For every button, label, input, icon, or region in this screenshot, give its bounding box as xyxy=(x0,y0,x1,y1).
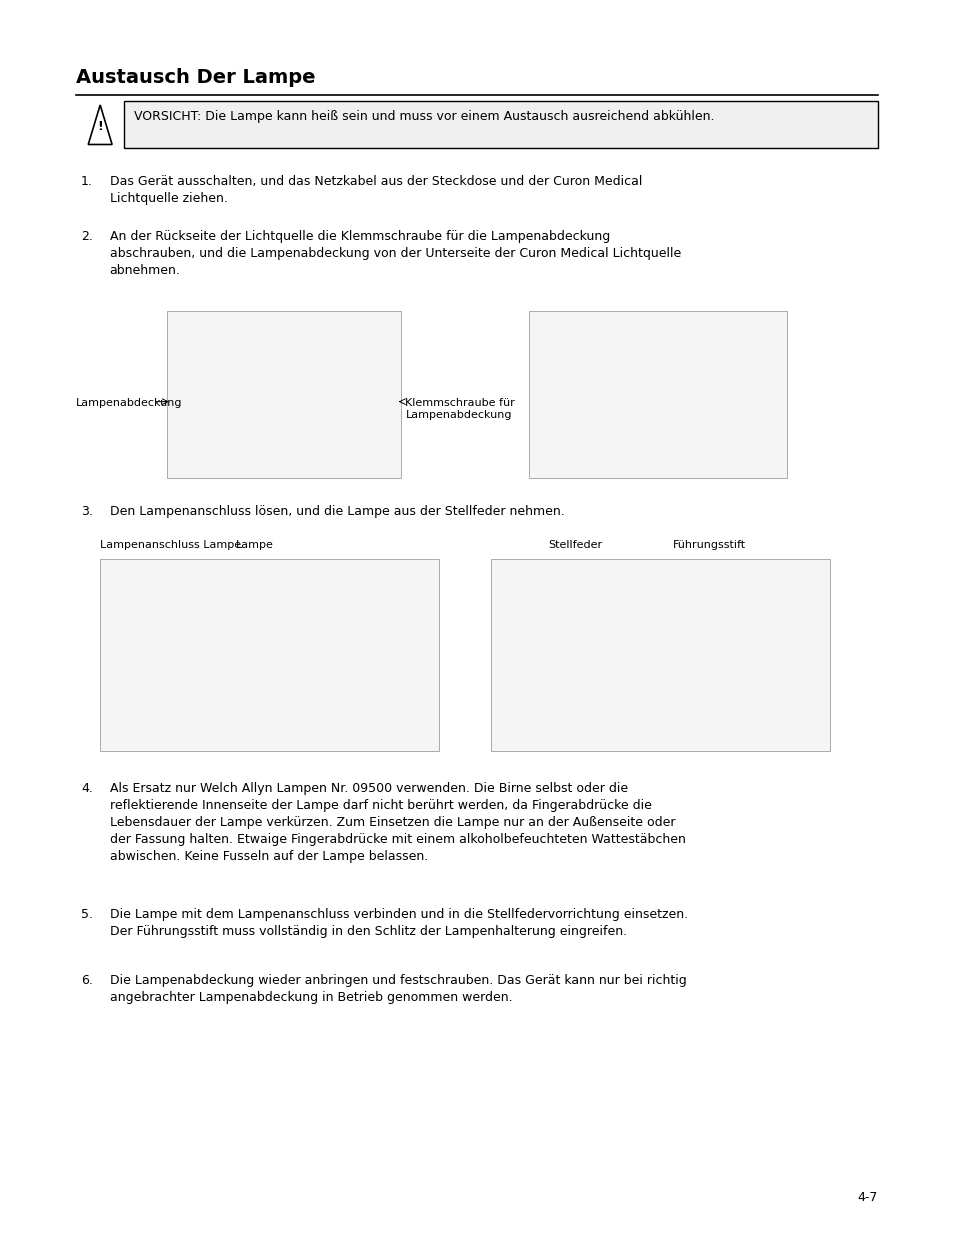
Text: Klemmschraube für
Lampenabdeckung: Klemmschraube für Lampenabdeckung xyxy=(405,398,515,420)
Text: 2.: 2. xyxy=(81,230,92,243)
Text: Die Lampenabdeckung wieder anbringen und festschrauben. Das Gerät kann nur bei r: Die Lampenabdeckung wieder anbringen und… xyxy=(110,974,686,1004)
Text: An der Rückseite der Lichtquelle die Klemmschraube für die Lampenabdeckung
absch: An der Rückseite der Lichtquelle die Kle… xyxy=(110,230,680,277)
Text: !: ! xyxy=(97,120,103,133)
FancyBboxPatch shape xyxy=(491,559,829,751)
Text: 6.: 6. xyxy=(81,974,92,988)
Text: Die Lampe mit dem Lampenanschluss verbinden und in die Stellfedervorrichtung ein: Die Lampe mit dem Lampenanschluss verbin… xyxy=(110,908,687,937)
Text: Als Ersatz nur Welch Allyn Lampen Nr. 09500 verwenden. Die Birne selbst oder die: Als Ersatz nur Welch Allyn Lampen Nr. 09… xyxy=(110,782,685,863)
Text: 3.: 3. xyxy=(81,505,92,519)
FancyBboxPatch shape xyxy=(124,101,877,148)
Text: Lampenanschluss Lampe: Lampenanschluss Lampe xyxy=(100,540,241,550)
Text: Führungsstift: Führungsstift xyxy=(672,540,745,550)
FancyBboxPatch shape xyxy=(167,311,400,478)
Text: Das Gerät ausschalten, und das Netzkabel aus der Steckdose und der Curon Medical: Das Gerät ausschalten, und das Netzkabel… xyxy=(110,175,641,205)
Text: Stellfeder: Stellfeder xyxy=(548,540,602,550)
FancyBboxPatch shape xyxy=(529,311,786,478)
Text: Lampenabdeckung: Lampenabdeckung xyxy=(76,398,183,408)
Text: Austausch Der Lampe: Austausch Der Lampe xyxy=(76,68,315,86)
Text: Den Lampenanschluss lösen, und die Lampe aus der Stellfeder nehmen.: Den Lampenanschluss lösen, und die Lampe… xyxy=(110,505,564,519)
Text: 4.: 4. xyxy=(81,782,92,795)
Text: Lampe: Lampe xyxy=(235,540,274,550)
Text: 4-7: 4-7 xyxy=(857,1191,877,1204)
Text: 1.: 1. xyxy=(81,175,92,189)
FancyBboxPatch shape xyxy=(100,559,438,751)
Polygon shape xyxy=(88,105,112,144)
Text: 5.: 5. xyxy=(81,908,93,921)
Text: VORSICHT: Die Lampe kann heiß sein und muss vor einem Austausch ausreichend abkü: VORSICHT: Die Lampe kann heiß sein und m… xyxy=(133,110,713,124)
